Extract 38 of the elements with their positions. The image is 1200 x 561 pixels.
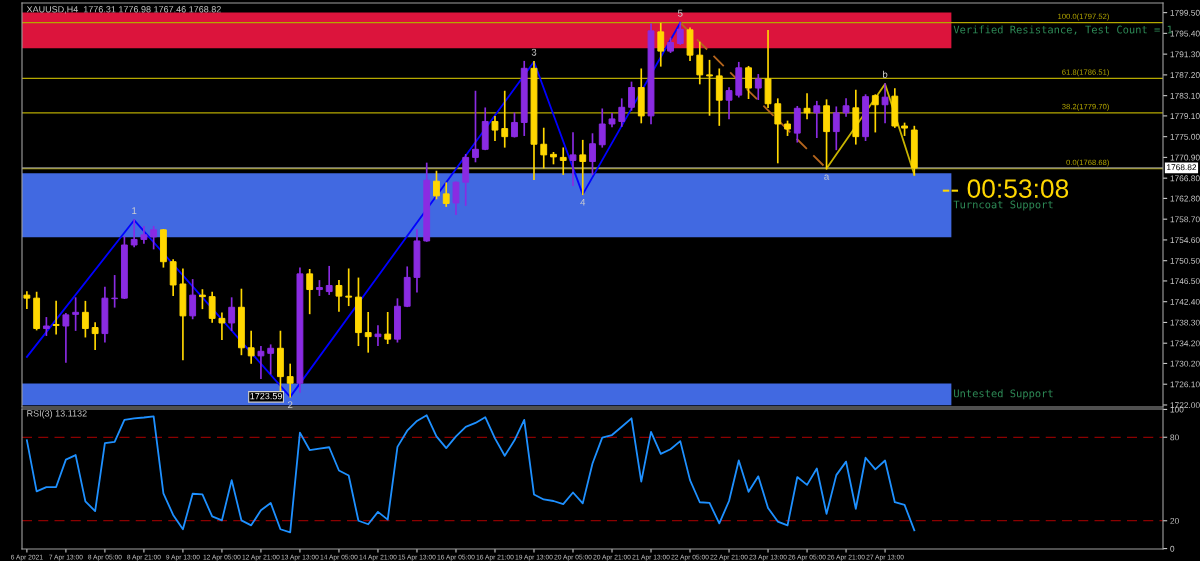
annotation: b [882,70,888,78]
annotation: 1723.59 [250,392,282,400]
y-tick-label: 1779.10 [1170,113,1200,119]
y-tick-label: 1775.00 [1170,133,1200,140]
chart-title: RSI(3) 13.1132 [27,409,87,419]
ref-line-label: 1768.82 [1167,164,1197,171]
annotation: -- 00:53:08 [942,179,1069,198]
y-tick-label: 20 [1170,517,1179,524]
annotation: 4 [580,198,586,206]
annotation: 2 [287,401,293,409]
band-label: Untested Support [954,389,1053,400]
y-tick-label: 1770.90 [1170,154,1200,161]
chart-title: XAUUSD,H4 1776.31 1776.98 1767.46 1768.82 [26,6,221,14]
y-tick-label: 0 [1170,545,1175,552]
y-tick-label: 1746.50 [1170,278,1200,285]
y-tick-label: 1791.30 [1170,51,1200,58]
y-tick-label: 80 [1170,434,1179,441]
y-tick-label: 1730.20 [1170,360,1200,367]
y-tick-label: 1742.40 [1170,298,1200,305]
y-tick-label: 1799.50 [1170,9,1200,16]
annotation: a [824,174,830,180]
y-tick-label: 1734.20 [1170,340,1200,347]
y-tick-label: 1783.10 [1170,92,1200,99]
y-tick-label: 1766.80 [1170,175,1200,182]
y-tick-label: 1787.20 [1170,72,1200,78]
y-tick-label: 1722.00 [1170,402,1200,409]
annotation: 5 [677,9,683,17]
y-tick-label: 1754.60 [1170,237,1200,244]
y-tick-label: 100 [1170,406,1184,413]
y-tick-label: 1750.50 [1170,257,1200,264]
y-tick-label: 1795.40 [1170,30,1200,37]
annotation: 1 [132,207,137,214]
y-tick-label: 1738.30 [1170,319,1200,326]
y-tick-label: 1758.70 [1170,216,1200,223]
annotation: 3 [531,48,537,56]
y-tick-label: 1726.10 [1170,381,1200,388]
y-tick-label: 1762.80 [1170,195,1200,202]
band-label: Turncoat Support [953,200,1053,211]
